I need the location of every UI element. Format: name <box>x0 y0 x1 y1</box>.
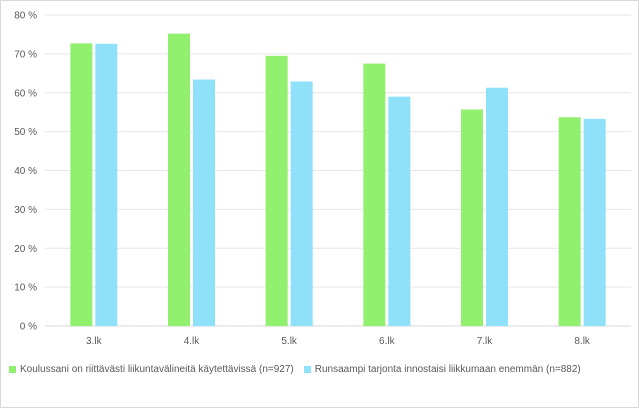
legend-label-series-1: Koulussani on riittävästi liikuntaväline… <box>20 363 294 375</box>
y-tick-label: 60 % <box>14 88 37 99</box>
y-tick-label: 40 % <box>14 166 37 177</box>
y-axis-ticks: 0 % 10 % 20 % 30 % 40 % 50 % 60 % 70 % 80 % <box>14 11 37 333</box>
x-tick-label: 4.lk <box>184 336 201 347</box>
bar-series-2-7.lk <box>486 87 508 326</box>
x-tick-label: 8.lk <box>574 336 591 347</box>
legend: Koulussani on riittävästi liikuntaväline… <box>9 359 634 379</box>
y-tick-label: 10 % <box>14 283 37 294</box>
x-tick-label: 6.lk <box>379 336 396 347</box>
gridlines <box>45 14 631 327</box>
y-tick-label: 30 % <box>14 205 37 216</box>
bar-series-2-8.lk <box>583 118 606 326</box>
x-tick-label: 5.lk <box>281 336 298 347</box>
bar-series-1-4.lk <box>168 33 190 326</box>
legend-swatch-series-2 <box>303 365 311 373</box>
bar-series-1-8.lk <box>558 117 581 327</box>
y-tick-label: 70 % <box>14 49 37 60</box>
y-tick-label: 20 % <box>14 244 37 255</box>
y-tick-label: 50 % <box>14 127 37 138</box>
legend-swatch-series-1 <box>9 365 16 373</box>
bar-series-2-5.lk <box>290 81 313 326</box>
bar-series-1-3.lk <box>70 43 93 326</box>
x-axis-ticks: 3.lk 4.lk 5.lk 6.lk 7.lk 8.lk <box>86 336 591 347</box>
bars <box>70 33 606 327</box>
bar-series-2-4.lk <box>193 79 215 326</box>
bar-series-1-6.lk <box>363 63 386 326</box>
bar-series-1-5.lk <box>265 55 288 326</box>
legend-label-series-2: Runsaampi tarjonta innostaisi liikkumaan… <box>314 363 581 375</box>
legend-entry-series-1: Koulussani on riittävästi liikuntaväline… <box>9 364 294 375</box>
y-tick-label: 0 % <box>20 322 37 333</box>
bar-series-2-3.lk <box>95 43 118 327</box>
legend-entry-series-2: Runsaampi tarjonta innostaisi liikkumaan… <box>303 363 581 375</box>
bar-series-2-6.lk <box>388 96 411 326</box>
bar-series-1-7.lk <box>461 109 483 326</box>
x-tick-label: 7.lk <box>477 336 494 347</box>
y-tick-label: 80 % <box>14 11 37 22</box>
x-tick-label: 3.lk <box>86 336 103 347</box>
